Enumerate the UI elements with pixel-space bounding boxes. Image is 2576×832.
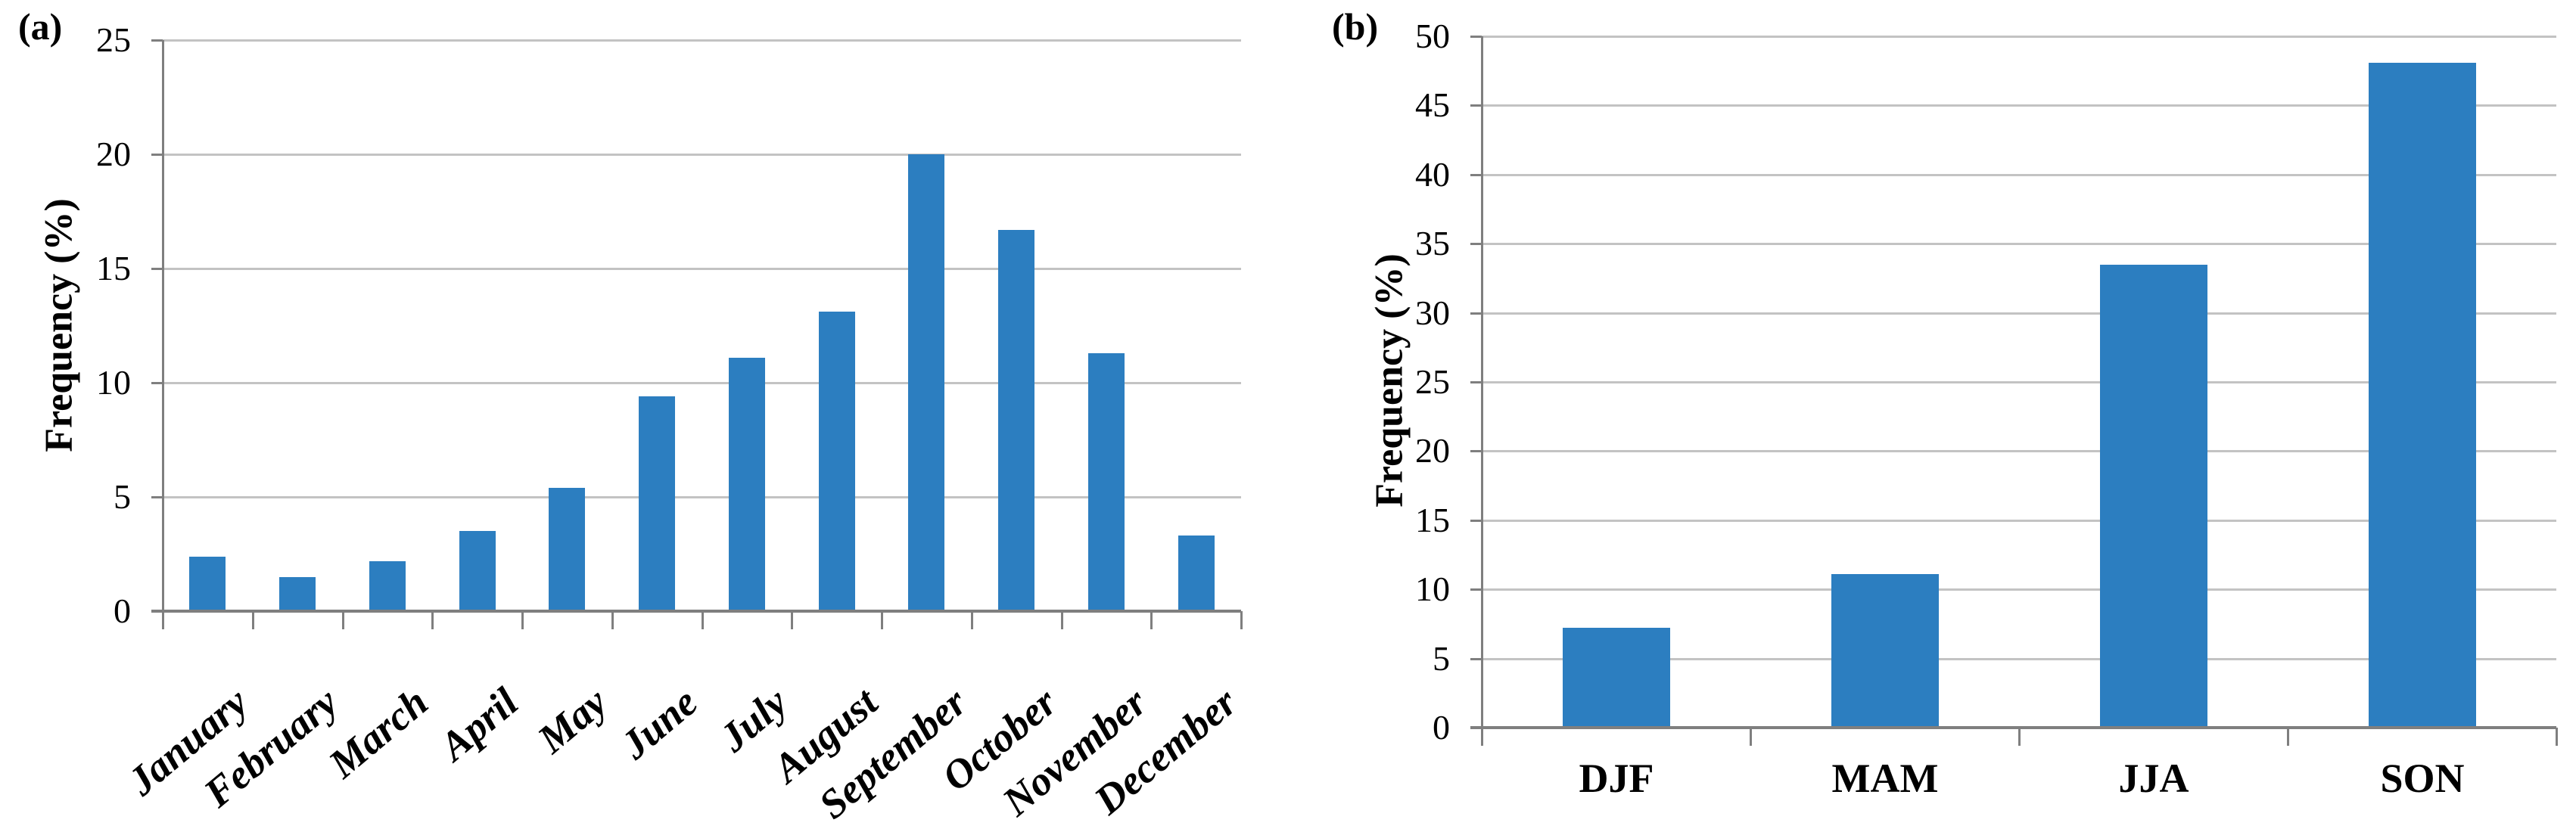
y-gridline	[163, 39, 1241, 42]
y-tick-label: 15	[96, 249, 131, 287]
y-axis-tick	[1470, 450, 1482, 453]
bar-august	[819, 312, 855, 611]
bar-september	[908, 154, 944, 611]
y-axis-tick	[1470, 104, 1482, 107]
y-gridline	[1482, 381, 2556, 383]
y-axis-tick	[1470, 381, 1482, 383]
x-tick-label-mam: MAM	[1831, 756, 1939, 801]
x-axis-tick	[521, 611, 524, 629]
y-axis-tick	[1470, 519, 1482, 522]
bar-october	[998, 230, 1034, 611]
x-axis-tick	[1150, 611, 1153, 629]
bar-december	[1178, 536, 1215, 611]
y-tick-label: 20	[1415, 431, 1450, 470]
bar-april	[459, 531, 496, 611]
y-gridline	[163, 382, 1241, 384]
y-axis-tick	[1470, 588, 1482, 591]
y-tick-label: 45	[1415, 85, 1450, 125]
y-axis-tick	[151, 154, 163, 156]
y-axis-tick	[1470, 36, 1482, 38]
y-gridline	[1482, 173, 2556, 176]
bar-may	[549, 488, 585, 611]
y-axis-tick	[151, 496, 163, 498]
x-axis-tick	[342, 611, 344, 629]
y-tick-label: 0	[114, 591, 131, 630]
bar-february	[279, 577, 316, 611]
x-axis-tick	[1750, 728, 1752, 746]
y-tick-label: 15	[1415, 500, 1450, 539]
panel-label-a: (a)	[18, 5, 63, 48]
x-axis-tick	[252, 611, 254, 629]
bar-june	[639, 396, 675, 611]
x-axis-tick	[702, 611, 704, 629]
y-gridline	[1482, 243, 2556, 246]
y-gridline	[1482, 36, 2556, 38]
y-tick-label: 5	[1433, 638, 1450, 678]
y-tick-label: 25	[96, 20, 131, 59]
y-axis-tick	[1470, 312, 1482, 315]
y-axis-tick	[151, 382, 163, 384]
y-axis-line	[1481, 36, 1483, 746]
y-gridline	[1482, 519, 2556, 522]
x-tick-label-son: SON	[2380, 756, 2465, 801]
y-tick-label: 20	[96, 135, 131, 173]
x-tick-label-jja: JJA	[2118, 756, 2189, 801]
chart-b-y-axis-title: Frequency (%)	[1367, 253, 1411, 508]
y-tick-label: 10	[1415, 570, 1450, 609]
y-gridline	[163, 496, 1241, 498]
x-axis-tick	[1240, 611, 1243, 629]
bar-november	[1088, 353, 1125, 611]
bar-mam	[1831, 574, 1939, 728]
y-gridline	[1482, 657, 2556, 660]
x-axis-tick	[791, 611, 793, 629]
y-tick-label: 0	[1433, 708, 1450, 747]
bar-january	[189, 557, 226, 611]
y-tick-label: 25	[1415, 362, 1450, 401]
y-tick-label: 50	[1415, 17, 1450, 55]
bar-son	[2369, 63, 2476, 728]
x-axis-tick	[971, 611, 973, 629]
panel-label-b: (b)	[1332, 5, 1379, 48]
bar-djf	[1563, 628, 1670, 728]
y-tick-label: 35	[1415, 224, 1450, 263]
y-axis-line	[162, 40, 164, 629]
x-axis-tick	[881, 611, 883, 629]
x-axis-tick	[611, 611, 614, 629]
y-axis-tick	[151, 268, 163, 270]
bar-july	[729, 358, 765, 611]
y-axis-tick	[151, 39, 163, 42]
y-gridline	[1482, 312, 2556, 315]
y-axis-tick	[1470, 243, 1482, 246]
y-gridline	[1482, 104, 2556, 107]
x-axis-tick	[2556, 728, 2558, 746]
bar-march	[369, 561, 406, 611]
x-axis-line	[151, 610, 1241, 613]
y-axis-tick	[1470, 657, 1482, 660]
y-axis-tick	[1470, 173, 1482, 176]
chart-a-y-axis-title: Frequency (%)	[37, 198, 81, 452]
x-axis-tick	[2287, 728, 2289, 746]
y-tick-label: 5	[114, 477, 131, 516]
y-gridline	[1482, 588, 2556, 591]
x-axis-tick	[1061, 611, 1063, 629]
y-tick-label: 10	[96, 363, 131, 402]
x-axis-tick	[2018, 728, 2021, 746]
bar-jja	[2100, 265, 2207, 728]
x-tick-label-djf: DJF	[1579, 756, 1654, 801]
x-axis-tick	[431, 611, 434, 629]
y-gridline	[163, 154, 1241, 156]
x-axis-line	[1470, 726, 2556, 729]
y-gridline	[163, 268, 1241, 270]
y-gridline	[1482, 450, 2556, 453]
y-tick-label: 40	[1415, 154, 1450, 194]
y-tick-label: 30	[1415, 293, 1450, 332]
